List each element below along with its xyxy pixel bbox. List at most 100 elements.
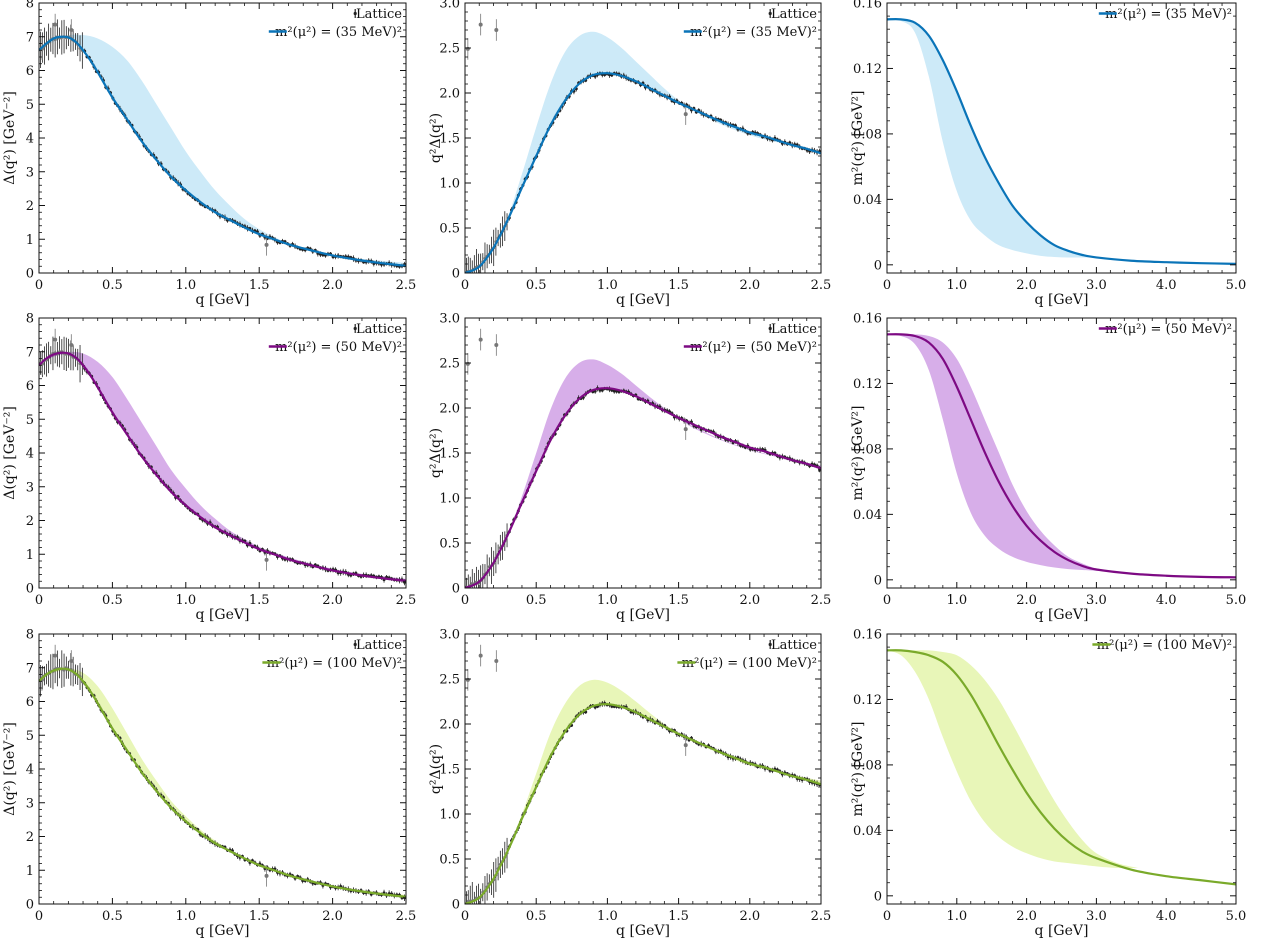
y-tick-label: 2.5	[439, 673, 460, 688]
y-tick-label: 3.0	[439, 312, 460, 327]
x-tick-label: 2.0	[1016, 909, 1037, 924]
x-tick-label: 2.0	[322, 278, 343, 293]
x-tick-label: 0	[461, 593, 469, 608]
legend-lattice-dot	[353, 642, 357, 647]
uncertainty-band	[465, 31, 821, 273]
uncertainty-band	[39, 34, 406, 266]
y-axis-label: m²(q²) [GeV²]	[850, 722, 866, 817]
x-tick-label: 0	[883, 593, 891, 608]
y-tick-label: 0.08	[853, 758, 882, 773]
x-axis: 0 0.5 1.0 1.5 2.0 2.5	[35, 3, 416, 293]
y-tick-label: 1	[26, 233, 34, 248]
y-tick-label: 4	[26, 447, 34, 462]
legend: Lattice m²(μ²) = (35 MeV)²	[268, 7, 402, 40]
y-axis: 0 0.04 0.08 0.12 0.16	[853, 312, 1236, 588]
panel-1-1: 0 0.5 1.0 1.5 2.0 2.5 0 0.5 1.0 1.5 2.0 2.5 3.0 q [Ge…	[428, 312, 831, 624]
y-axis: 0 1 2 3 4 5 6 7 8	[26, 0, 406, 282]
y-tick-label: 3	[26, 165, 34, 180]
y-tick-label: 1	[26, 548, 34, 563]
x-axis: 0 1.0 2.0 3.0 4.0 5.0	[883, 634, 1246, 924]
x-tick-label: 0.5	[526, 593, 547, 608]
x-tick-label: 0	[35, 278, 43, 293]
y-axis: 0 0.5 1.0 1.5 2.0 2.5 3.0	[439, 0, 821, 282]
uncertainty-band	[465, 679, 821, 904]
y-tick-label: 6	[26, 695, 34, 710]
x-axis: 0 0.5 1.0 1.5 2.0 2.5	[461, 634, 831, 924]
legend-lattice-dot	[768, 11, 772, 16]
y-tick-label: 3.0	[439, 628, 460, 643]
y-tick-label: 8	[26, 0, 34, 12]
y-tick-label: 1	[26, 864, 34, 879]
y-axis-label: q²Δ(q²)	[428, 113, 444, 163]
x-tick-label: 2.0	[1016, 278, 1037, 293]
x-axis: 0 0.5 1.0 1.5 2.0 2.5	[35, 634, 416, 924]
x-axis: 0 1.0 2.0 3.0 4.0 5.0	[883, 318, 1246, 608]
y-tick-label: 0	[26, 898, 34, 913]
legend-lattice-label: Lattice	[771, 322, 817, 337]
axes-frame	[886, 317, 1237, 589]
x-tick-label: 0.5	[526, 909, 547, 924]
panel-2-0: 0 0.5 1.0 1.5 2.0 2.5 0 1 2 3 4 5 6 7 8 q [GeV] Δ(q²) [G…	[2, 628, 416, 940]
y-tick-label: 0.04	[853, 193, 882, 208]
uncertainty-band	[465, 359, 821, 588]
y-tick-label: 0.04	[853, 824, 882, 839]
y-tick-label: 7	[26, 661, 34, 676]
x-tick-label: 0.5	[102, 593, 123, 608]
y-tick-label: 3	[26, 480, 34, 495]
y-axis-label: m²(q²) [GeV²]	[850, 91, 866, 186]
x-tick-label: 5.0	[1226, 909, 1247, 924]
x-axis-label: q [GeV]	[616, 607, 670, 623]
y-tick-label: 8	[26, 628, 34, 643]
x-axis-label: q [GeV]	[616, 923, 670, 939]
y-tick-label: 0.12	[853, 377, 882, 392]
y-tick-label: 0.12	[853, 62, 882, 77]
series-line	[887, 18, 1236, 265]
y-tick-label: 0.5	[439, 222, 460, 237]
y-axis: 0 0.5 1.0 1.5 2.0 2.5 3.0	[439, 312, 821, 597]
panel-0-2: 0 1.0 2.0 3.0 4.0 5.0 0 0.04 0.08 0.12 0.16 q [GeV]…	[850, 0, 1246, 308]
legend-lattice-label: Lattice	[771, 7, 817, 22]
x-axis-label: q [GeV]	[616, 292, 670, 308]
legend-series-label: m²(μ²) = (50 MeV)²	[1105, 322, 1232, 337]
y-tick-label: 6	[26, 379, 34, 394]
y-tick-label: 4	[26, 132, 34, 147]
series-line	[465, 703, 821, 904]
y-tick-label: 0	[26, 582, 34, 597]
uncertainty-band	[887, 334, 1118, 572]
uncertainty-band	[39, 351, 406, 581]
x-tick-label: 4.0	[1156, 593, 1177, 608]
legend-series-label: m²(μ²) = (50 MeV)²	[690, 340, 817, 355]
lattice-points	[465, 328, 821, 588]
x-tick-label: 1.5	[668, 278, 689, 293]
y-tick-label: 2.0	[439, 402, 460, 417]
x-axis: 0 0.5 1.0 1.5 2.0 2.5	[461, 3, 831, 293]
y-tick-label: 0	[874, 258, 882, 273]
legend-lattice-label: Lattice	[356, 322, 402, 337]
y-tick-label: 2.0	[439, 87, 460, 102]
series-line	[39, 35, 406, 268]
x-tick-label: 1.0	[597, 278, 618, 293]
legend: Lattice m²(μ²) = (50 MeV)²	[268, 322, 402, 355]
x-tick-label: 0	[35, 593, 43, 608]
x-tick-label: 0	[883, 278, 891, 293]
y-tick-label: 5	[26, 729, 34, 744]
y-tick-label: 6	[26, 64, 34, 79]
y-tick-label: 0.08	[853, 442, 882, 457]
y-axis-label: m²(q²) [GeV²]	[850, 406, 866, 501]
y-tick-label: 2.5	[439, 42, 460, 57]
series-line	[465, 387, 821, 588]
axes-frame	[886, 633, 1237, 905]
y-tick-label: 0	[452, 898, 460, 913]
y-axis: 0 0.04 0.08 0.12 0.16	[853, 0, 1236, 273]
x-tick-label: 5.0	[1226, 278, 1247, 293]
x-tick-label: 0.5	[102, 909, 123, 924]
x-tick-label: 0.5	[102, 278, 123, 293]
legend: Lattice m²(μ²) = (35 MeV)²	[683, 7, 817, 40]
legend: m²(μ²) = (50 MeV)²	[1098, 322, 1232, 337]
legend: m²(μ²) = (35 MeV)²	[1098, 7, 1232, 22]
y-tick-label: 3.0	[439, 0, 460, 12]
series-line	[465, 72, 821, 273]
x-tick-label: 5.0	[1226, 593, 1247, 608]
legend-series-label: m²(μ²) = (100 MeV)²	[267, 656, 402, 671]
